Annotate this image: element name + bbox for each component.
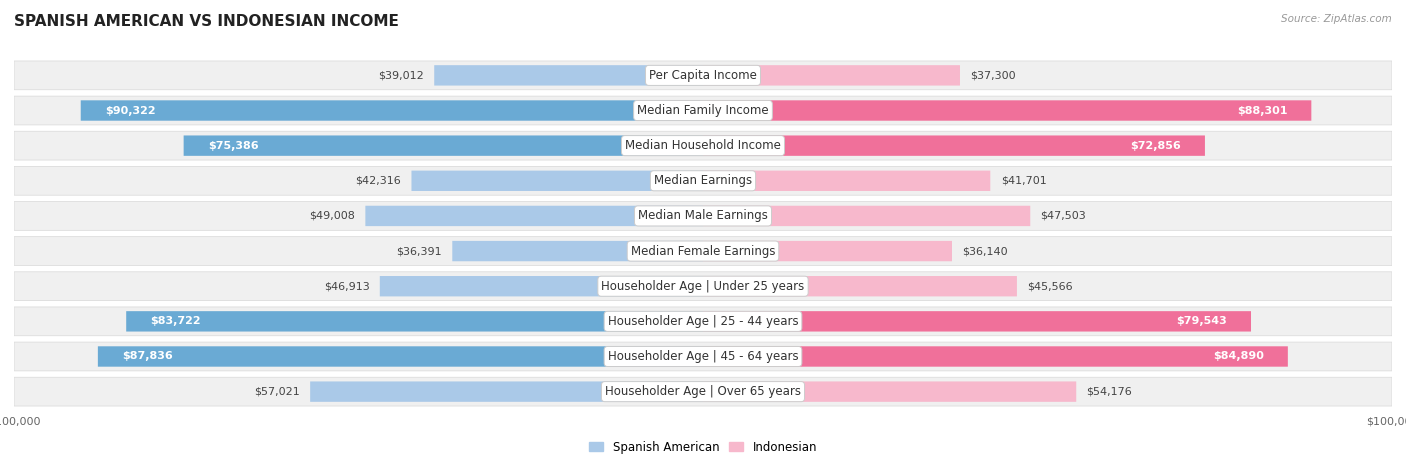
FancyBboxPatch shape bbox=[703, 347, 1288, 367]
FancyBboxPatch shape bbox=[80, 100, 703, 120]
Text: $87,836: $87,836 bbox=[122, 352, 173, 361]
Text: $54,176: $54,176 bbox=[1087, 387, 1132, 396]
FancyBboxPatch shape bbox=[703, 100, 1312, 120]
Text: Householder Age | Over 65 years: Householder Age | Over 65 years bbox=[605, 385, 801, 398]
Text: $79,543: $79,543 bbox=[1177, 316, 1227, 326]
FancyBboxPatch shape bbox=[14, 237, 1392, 265]
FancyBboxPatch shape bbox=[14, 377, 1392, 406]
FancyBboxPatch shape bbox=[380, 276, 703, 297]
FancyBboxPatch shape bbox=[14, 61, 1392, 90]
Text: $39,012: $39,012 bbox=[378, 71, 423, 80]
Legend: Spanish American, Indonesian: Spanish American, Indonesian bbox=[585, 436, 821, 458]
Text: $46,913: $46,913 bbox=[323, 281, 370, 291]
FancyBboxPatch shape bbox=[703, 276, 1017, 297]
Text: $47,503: $47,503 bbox=[1040, 211, 1087, 221]
FancyBboxPatch shape bbox=[14, 272, 1392, 301]
FancyBboxPatch shape bbox=[703, 65, 960, 85]
Text: Median Household Income: Median Household Income bbox=[626, 139, 780, 152]
FancyBboxPatch shape bbox=[412, 170, 703, 191]
Text: $37,300: $37,300 bbox=[970, 71, 1017, 80]
FancyBboxPatch shape bbox=[703, 311, 1251, 332]
FancyBboxPatch shape bbox=[703, 206, 1031, 226]
Text: $84,890: $84,890 bbox=[1213, 352, 1264, 361]
Text: Source: ZipAtlas.com: Source: ZipAtlas.com bbox=[1281, 14, 1392, 24]
FancyBboxPatch shape bbox=[453, 241, 703, 261]
FancyBboxPatch shape bbox=[14, 202, 1392, 230]
FancyBboxPatch shape bbox=[703, 135, 1205, 156]
FancyBboxPatch shape bbox=[127, 311, 703, 332]
Text: Householder Age | 25 - 44 years: Householder Age | 25 - 44 years bbox=[607, 315, 799, 328]
Text: $45,566: $45,566 bbox=[1028, 281, 1073, 291]
Text: Per Capita Income: Per Capita Income bbox=[650, 69, 756, 82]
Text: Median Family Income: Median Family Income bbox=[637, 104, 769, 117]
FancyBboxPatch shape bbox=[703, 170, 990, 191]
FancyBboxPatch shape bbox=[14, 307, 1392, 336]
Text: Median Male Earnings: Median Male Earnings bbox=[638, 209, 768, 222]
FancyBboxPatch shape bbox=[311, 382, 703, 402]
Text: $72,856: $72,856 bbox=[1130, 141, 1181, 151]
FancyBboxPatch shape bbox=[366, 206, 703, 226]
Text: Householder Age | Under 25 years: Householder Age | Under 25 years bbox=[602, 280, 804, 293]
Text: $41,701: $41,701 bbox=[1001, 176, 1046, 186]
FancyBboxPatch shape bbox=[434, 65, 703, 85]
Text: $57,021: $57,021 bbox=[254, 387, 299, 396]
Text: $42,316: $42,316 bbox=[356, 176, 401, 186]
Text: $88,301: $88,301 bbox=[1237, 106, 1288, 115]
Text: Median Female Earnings: Median Female Earnings bbox=[631, 245, 775, 258]
Text: $75,386: $75,386 bbox=[208, 141, 259, 151]
FancyBboxPatch shape bbox=[14, 96, 1392, 125]
FancyBboxPatch shape bbox=[14, 342, 1392, 371]
Text: $90,322: $90,322 bbox=[105, 106, 156, 115]
Text: $49,008: $49,008 bbox=[309, 211, 356, 221]
FancyBboxPatch shape bbox=[703, 241, 952, 261]
FancyBboxPatch shape bbox=[14, 131, 1392, 160]
FancyBboxPatch shape bbox=[14, 166, 1392, 195]
Text: $36,391: $36,391 bbox=[396, 246, 441, 256]
FancyBboxPatch shape bbox=[184, 135, 703, 156]
Text: $36,140: $36,140 bbox=[962, 246, 1008, 256]
Text: SPANISH AMERICAN VS INDONESIAN INCOME: SPANISH AMERICAN VS INDONESIAN INCOME bbox=[14, 14, 399, 29]
Text: $83,722: $83,722 bbox=[150, 316, 201, 326]
Text: Householder Age | 45 - 64 years: Householder Age | 45 - 64 years bbox=[607, 350, 799, 363]
FancyBboxPatch shape bbox=[98, 347, 703, 367]
Text: Median Earnings: Median Earnings bbox=[654, 174, 752, 187]
FancyBboxPatch shape bbox=[703, 382, 1076, 402]
